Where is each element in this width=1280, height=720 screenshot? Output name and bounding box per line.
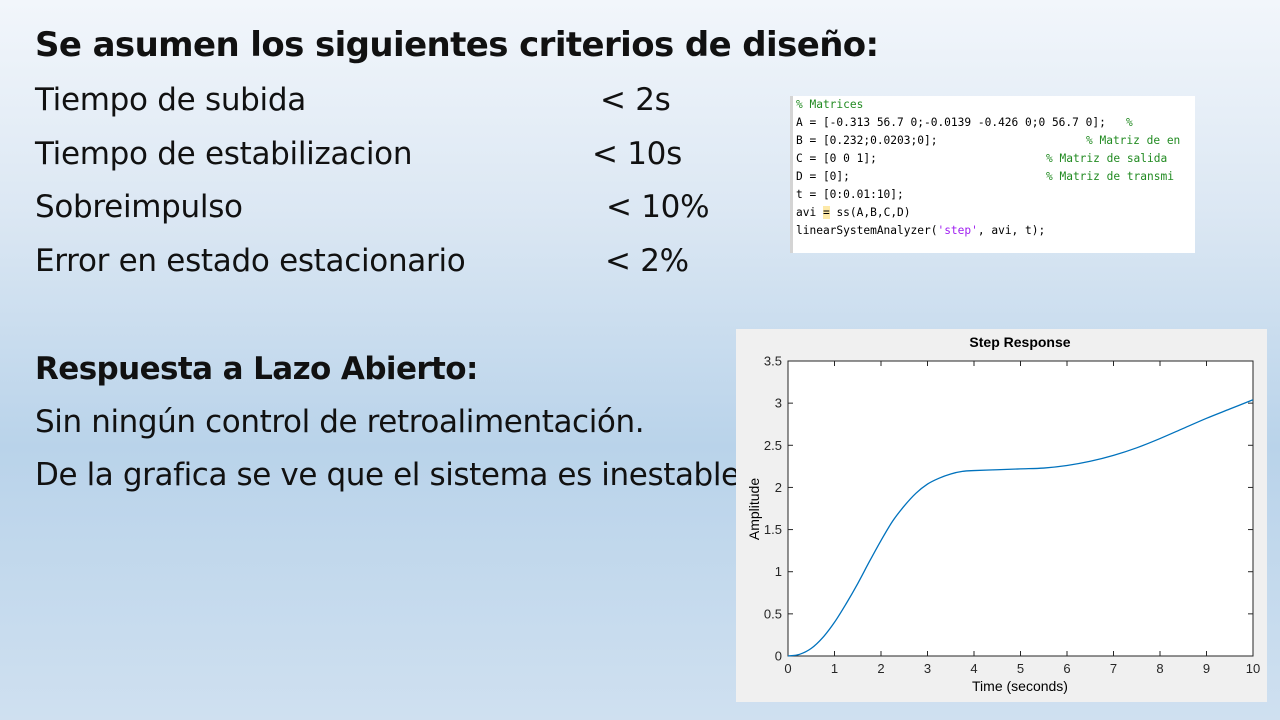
body-line-unstable: De la grafica se ve que el sistema es in… <box>35 457 750 493</box>
x-tick-label: 0 <box>784 661 791 676</box>
code-line: t = [0:0.01:10]; <box>796 188 904 201</box>
x-tick-label: 7 <box>1110 661 1117 676</box>
plot-svg: Step Response 0 1 2 3 4 5 6 7 8 9 10 0 0.5 1 1.5 2 2.5 3 3… <box>746 334 1260 694</box>
criterion-value: < 10s <box>592 136 682 172</box>
x-tick-label: 6 <box>1063 661 1070 676</box>
step-response-plot: Step Response 0 1 2 3 4 5 6 7 8 9 10 0 0.5 1 1.5 2 2.5 3 3… <box>736 329 1267 702</box>
chart-title: Step Response <box>969 334 1070 350</box>
body-line-no-control: Sin ningún control de retroalimentación. <box>35 404 645 440</box>
y-tick-label: 1.5 <box>764 522 782 537</box>
code-line: linearSystemAnalyzer('step', avi, t); <box>796 224 1046 237</box>
y-tick-label: 2.5 <box>764 438 782 453</box>
code-line: avi = ss(A,B,C,D) <box>796 206 911 219</box>
section-title: Respuesta a Lazo Abierto: <box>35 351 478 387</box>
x-tick-label: 4 <box>970 661 977 676</box>
code-line: C = [0 0 1];% Matriz de salida <box>796 152 1168 165</box>
y-tick-label: 0.5 <box>764 606 782 621</box>
x-tick-label: 2 <box>877 661 884 676</box>
y-tick-label: 1 <box>775 564 782 579</box>
y-tick-label: 0 <box>775 649 782 664</box>
x-axis-label: Time (seconds) <box>972 678 1068 694</box>
y-tick-label: 3 <box>775 396 782 411</box>
y-tick-label: 3.5 <box>764 354 782 369</box>
axis-ticks: 0 1 2 3 4 5 6 7 8 9 10 0 0.5 1 1.5 2 2.5 3 3.5 <box>764 354 1260 677</box>
plot-area <box>787 360 1254 657</box>
x-tick-label: 8 <box>1156 661 1163 676</box>
code-line: D = [0];% Matriz de transmi <box>796 170 1174 183</box>
x-tick-label: 10 <box>1246 661 1260 676</box>
slide-title: Se asumen los siguientes criterios de di… <box>35 25 879 65</box>
code-line: B = [0.232;0.0203;0];% Matriz de en <box>796 134 1181 147</box>
criterion-label: Tiempo de estabilizacion <box>35 136 413 172</box>
criterion-label: Tiempo de subida <box>35 82 306 118</box>
x-tick-label: 1 <box>831 661 838 676</box>
criterion-value: < 10% <box>606 189 710 225</box>
y-tick-label: 2 <box>775 480 782 495</box>
criterion-value: < 2% <box>605 243 689 279</box>
criterion-label: Error en estado estacionario <box>35 243 466 279</box>
criterion-value: < 2s <box>600 82 671 118</box>
x-tick-label: 9 <box>1203 661 1210 676</box>
code-line: A = [-0.313 56.7 0;-0.0139 -0.426 0;0 56… <box>796 116 1140 129</box>
step-response-line <box>787 399 1254 657</box>
x-tick-label: 5 <box>1017 661 1024 676</box>
criterion-label: Sobreimpulso <box>35 189 243 225</box>
matlab-code-panel: % Matrices A = [-0.313 56.7 0;-0.0139 -0… <box>790 96 1195 253</box>
y-axis-label: Amplitude <box>746 478 762 540</box>
x-tick-label: 3 <box>924 661 931 676</box>
code-line: % Matrices <box>796 98 864 111</box>
highlighted-token: = <box>822 206 830 219</box>
